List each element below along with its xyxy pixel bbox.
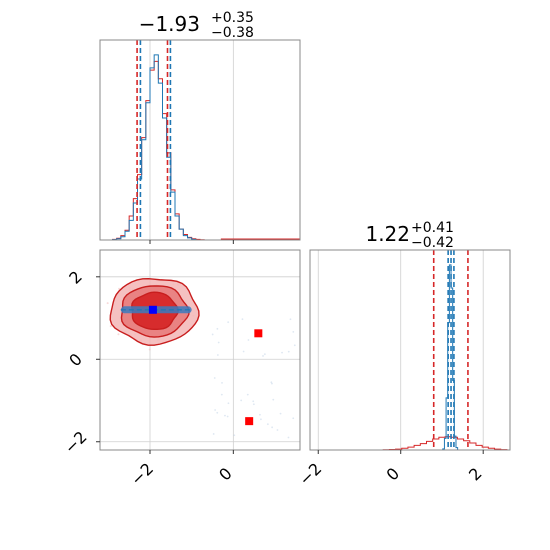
marginal-histogram-y: −2 0 2 1.22 +0.41 −0.42: [295, 220, 511, 489]
grid: [317, 250, 484, 450]
histogram-step-blue: [112, 54, 197, 241]
scatter-point: [262, 355, 264, 357]
panel-frame: [309, 249, 511, 451]
scatter-point: [252, 400, 255, 403]
title-value: −1.93: [139, 12, 200, 36]
scatter-point: [271, 426, 274, 429]
title-value: 1.22: [365, 222, 410, 246]
scatter-point: [224, 414, 226, 417]
scatter-point: [211, 333, 214, 336]
panel-frame: [99, 39, 301, 241]
scatter-point: [214, 409, 217, 411]
scatter-point: [287, 350, 290, 353]
scatter-point: [240, 399, 243, 402]
scatter-point: [212, 433, 215, 435]
title-upper-error: +0.35: [211, 10, 254, 26]
title-upper-error: +0.41: [411, 220, 454, 236]
scatter-point: [266, 423, 269, 426]
scatter-point: [259, 413, 261, 416]
histogram-step-red: [382, 436, 508, 451]
scatter-point: [227, 321, 230, 324]
scatter-point: [289, 318, 292, 321]
scatter-point: [233, 434, 236, 437]
scatter-point: [252, 403, 255, 406]
markers: [148, 305, 263, 426]
scatter-point: [276, 429, 279, 431]
quantile-lines: [136, 40, 172, 240]
title-lower-error: −0.42: [411, 235, 454, 251]
title-lower-error: −0.38: [211, 25, 254, 41]
scatter-point: [217, 341, 220, 344]
scatter-point: [226, 415, 229, 418]
scatter-point: [241, 318, 244, 321]
x-ticks: [149, 240, 234, 244]
scatter-point: [213, 377, 216, 379]
scatter-point: [216, 411, 219, 414]
scatter-point: [292, 331, 295, 333]
grid: [100, 250, 300, 450]
scatter-point: [227, 402, 230, 405]
scatter-point: [281, 351, 283, 354]
square-marker: [245, 417, 254, 426]
marginal-histogram-x: −1.93 +0.35 −0.38: [99, 10, 301, 244]
scatter-point: [272, 398, 275, 401]
scatter-point: [117, 333, 120, 336]
histogram-series: [382, 264, 508, 451]
scatter-point: [216, 327, 219, 330]
scatter-point: [293, 344, 296, 347]
scatter-point: [118, 287, 121, 290]
scatter-point: [279, 412, 282, 415]
histogram-series: [112, 54, 300, 241]
square-marker: [148, 305, 157, 314]
scatter-point: [271, 382, 273, 385]
scatter-point: [148, 348, 151, 351]
scatter-point: [109, 325, 112, 328]
scatter-point: [263, 353, 266, 356]
histogram-step-blue: [442, 264, 459, 450]
scatter-point: [246, 393, 249, 396]
scatter-point: [106, 302, 109, 305]
scatter-point: [270, 381, 273, 384]
scatter-point: [260, 418, 262, 421]
square-marker: [254, 329, 263, 338]
scatter-point: [287, 436, 290, 439]
joint-scatter-panel: −2 0−202: [61, 249, 301, 489]
panel-frame: [99, 249, 301, 451]
scatter-point: [221, 382, 223, 384]
scatter-point: [247, 339, 250, 341]
quantile-lines: [432, 250, 469, 450]
scatter-point: [292, 417, 295, 420]
scatter-point: [216, 354, 219, 356]
scatter-point: [220, 393, 223, 396]
scatter-point: [242, 350, 245, 353]
